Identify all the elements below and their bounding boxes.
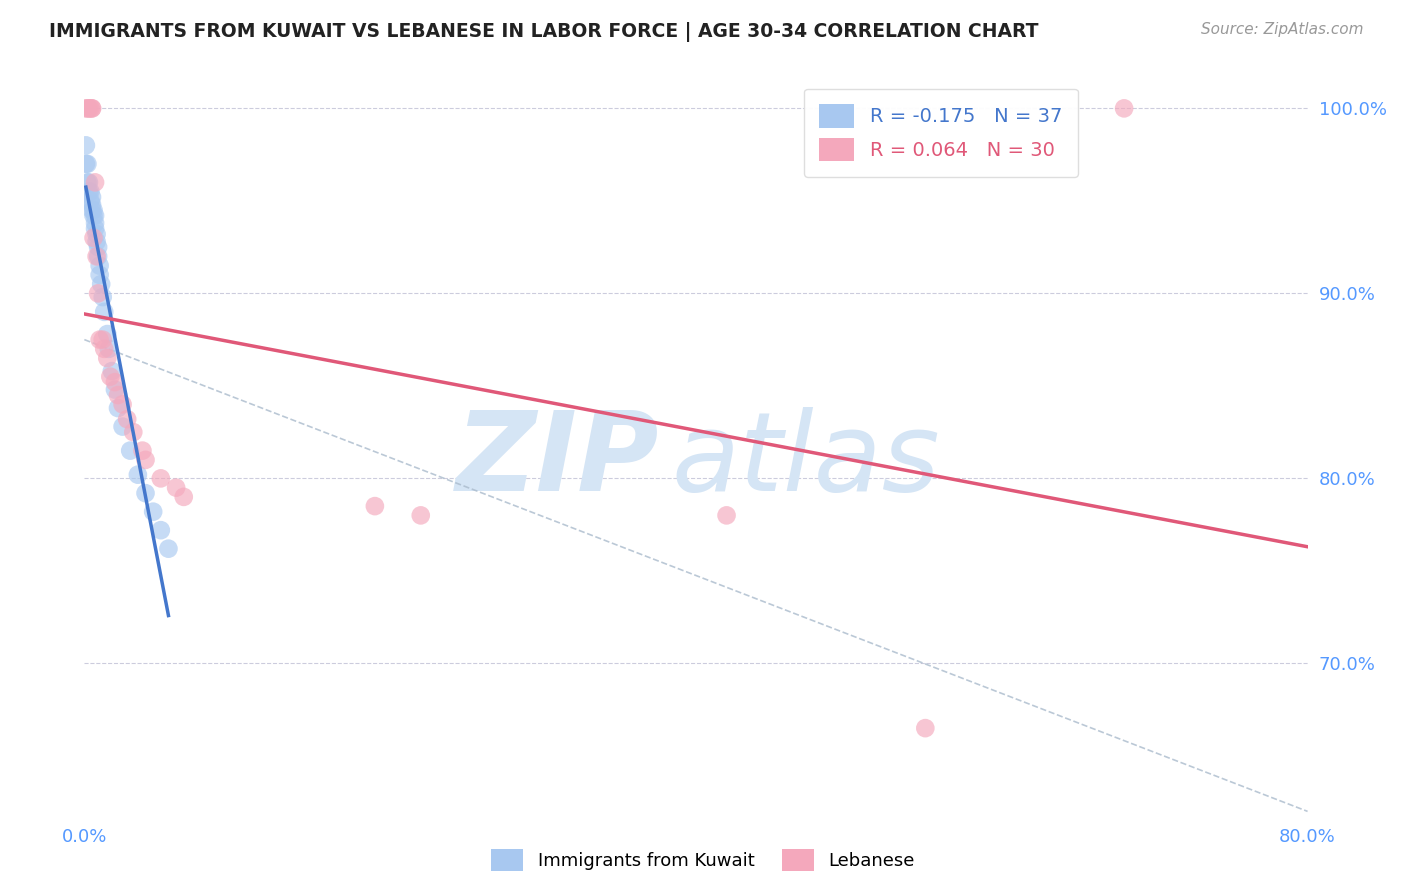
Point <box>142 505 165 519</box>
Point <box>157 541 180 556</box>
Point <box>80 190 103 204</box>
Point <box>98 369 121 384</box>
Text: atlas: atlas <box>672 408 941 515</box>
Point <box>79 101 101 115</box>
Point <box>80 203 103 218</box>
Point <box>716 508 738 523</box>
Point <box>75 157 97 171</box>
Legend: R = -0.175   N = 37, R = 0.064   N = 30: R = -0.175 N = 37, R = 0.064 N = 30 <box>804 88 1077 177</box>
Point <box>76 157 98 171</box>
Point <box>77 175 100 189</box>
Point <box>89 259 111 273</box>
Point <box>80 197 103 211</box>
Point <box>80 101 103 115</box>
Point <box>83 209 105 223</box>
Point <box>104 375 127 389</box>
Point <box>97 342 120 356</box>
Point <box>93 342 115 356</box>
Point <box>1114 101 1136 115</box>
Point <box>90 277 112 292</box>
Point <box>131 443 153 458</box>
Point <box>84 209 107 223</box>
Point <box>409 508 432 523</box>
Point <box>149 471 172 485</box>
Point <box>75 101 97 115</box>
Point <box>914 721 936 735</box>
Text: IMMIGRANTS FROM KUWAIT VS LEBANESE IN LABOR FORCE | AGE 30-34 CORRELATION CHART: IMMIGRANTS FROM KUWAIT VS LEBANESE IN LA… <box>49 22 1039 42</box>
Point <box>83 203 105 218</box>
Point <box>122 425 145 439</box>
Point <box>79 194 101 208</box>
Point <box>111 419 134 434</box>
Point <box>79 185 101 199</box>
Point <box>165 481 187 495</box>
Text: ZIP: ZIP <box>456 408 659 515</box>
Point <box>84 175 107 189</box>
Point <box>87 286 110 301</box>
Point <box>83 231 105 245</box>
Point <box>87 240 110 254</box>
Point <box>91 290 114 304</box>
Point <box>89 268 111 282</box>
Legend: Immigrants from Kuwait, Lebanese: Immigrants from Kuwait, Lebanese <box>484 842 922 879</box>
Point <box>173 490 195 504</box>
Point <box>127 467 149 482</box>
Point <box>111 397 134 411</box>
Point <box>76 175 98 189</box>
Point <box>91 333 114 347</box>
Point <box>75 138 97 153</box>
Point <box>77 185 100 199</box>
Point <box>76 101 98 115</box>
Point <box>120 443 142 458</box>
Point <box>135 486 157 500</box>
Point <box>87 249 110 263</box>
Point <box>84 221 107 235</box>
Point <box>80 101 103 115</box>
Point <box>96 351 118 365</box>
Point <box>86 235 108 249</box>
Point <box>149 523 172 537</box>
Point <box>107 401 129 415</box>
Point <box>84 216 107 230</box>
Point <box>115 412 138 426</box>
Point <box>93 305 115 319</box>
Point <box>104 383 127 397</box>
Point <box>86 227 108 242</box>
Point <box>89 333 111 347</box>
Point <box>96 327 118 342</box>
Point <box>86 249 108 263</box>
Point <box>101 364 124 378</box>
Point <box>107 388 129 402</box>
Text: Source: ZipAtlas.com: Source: ZipAtlas.com <box>1201 22 1364 37</box>
Point <box>135 453 157 467</box>
Point <box>77 101 100 115</box>
Point <box>364 499 387 513</box>
